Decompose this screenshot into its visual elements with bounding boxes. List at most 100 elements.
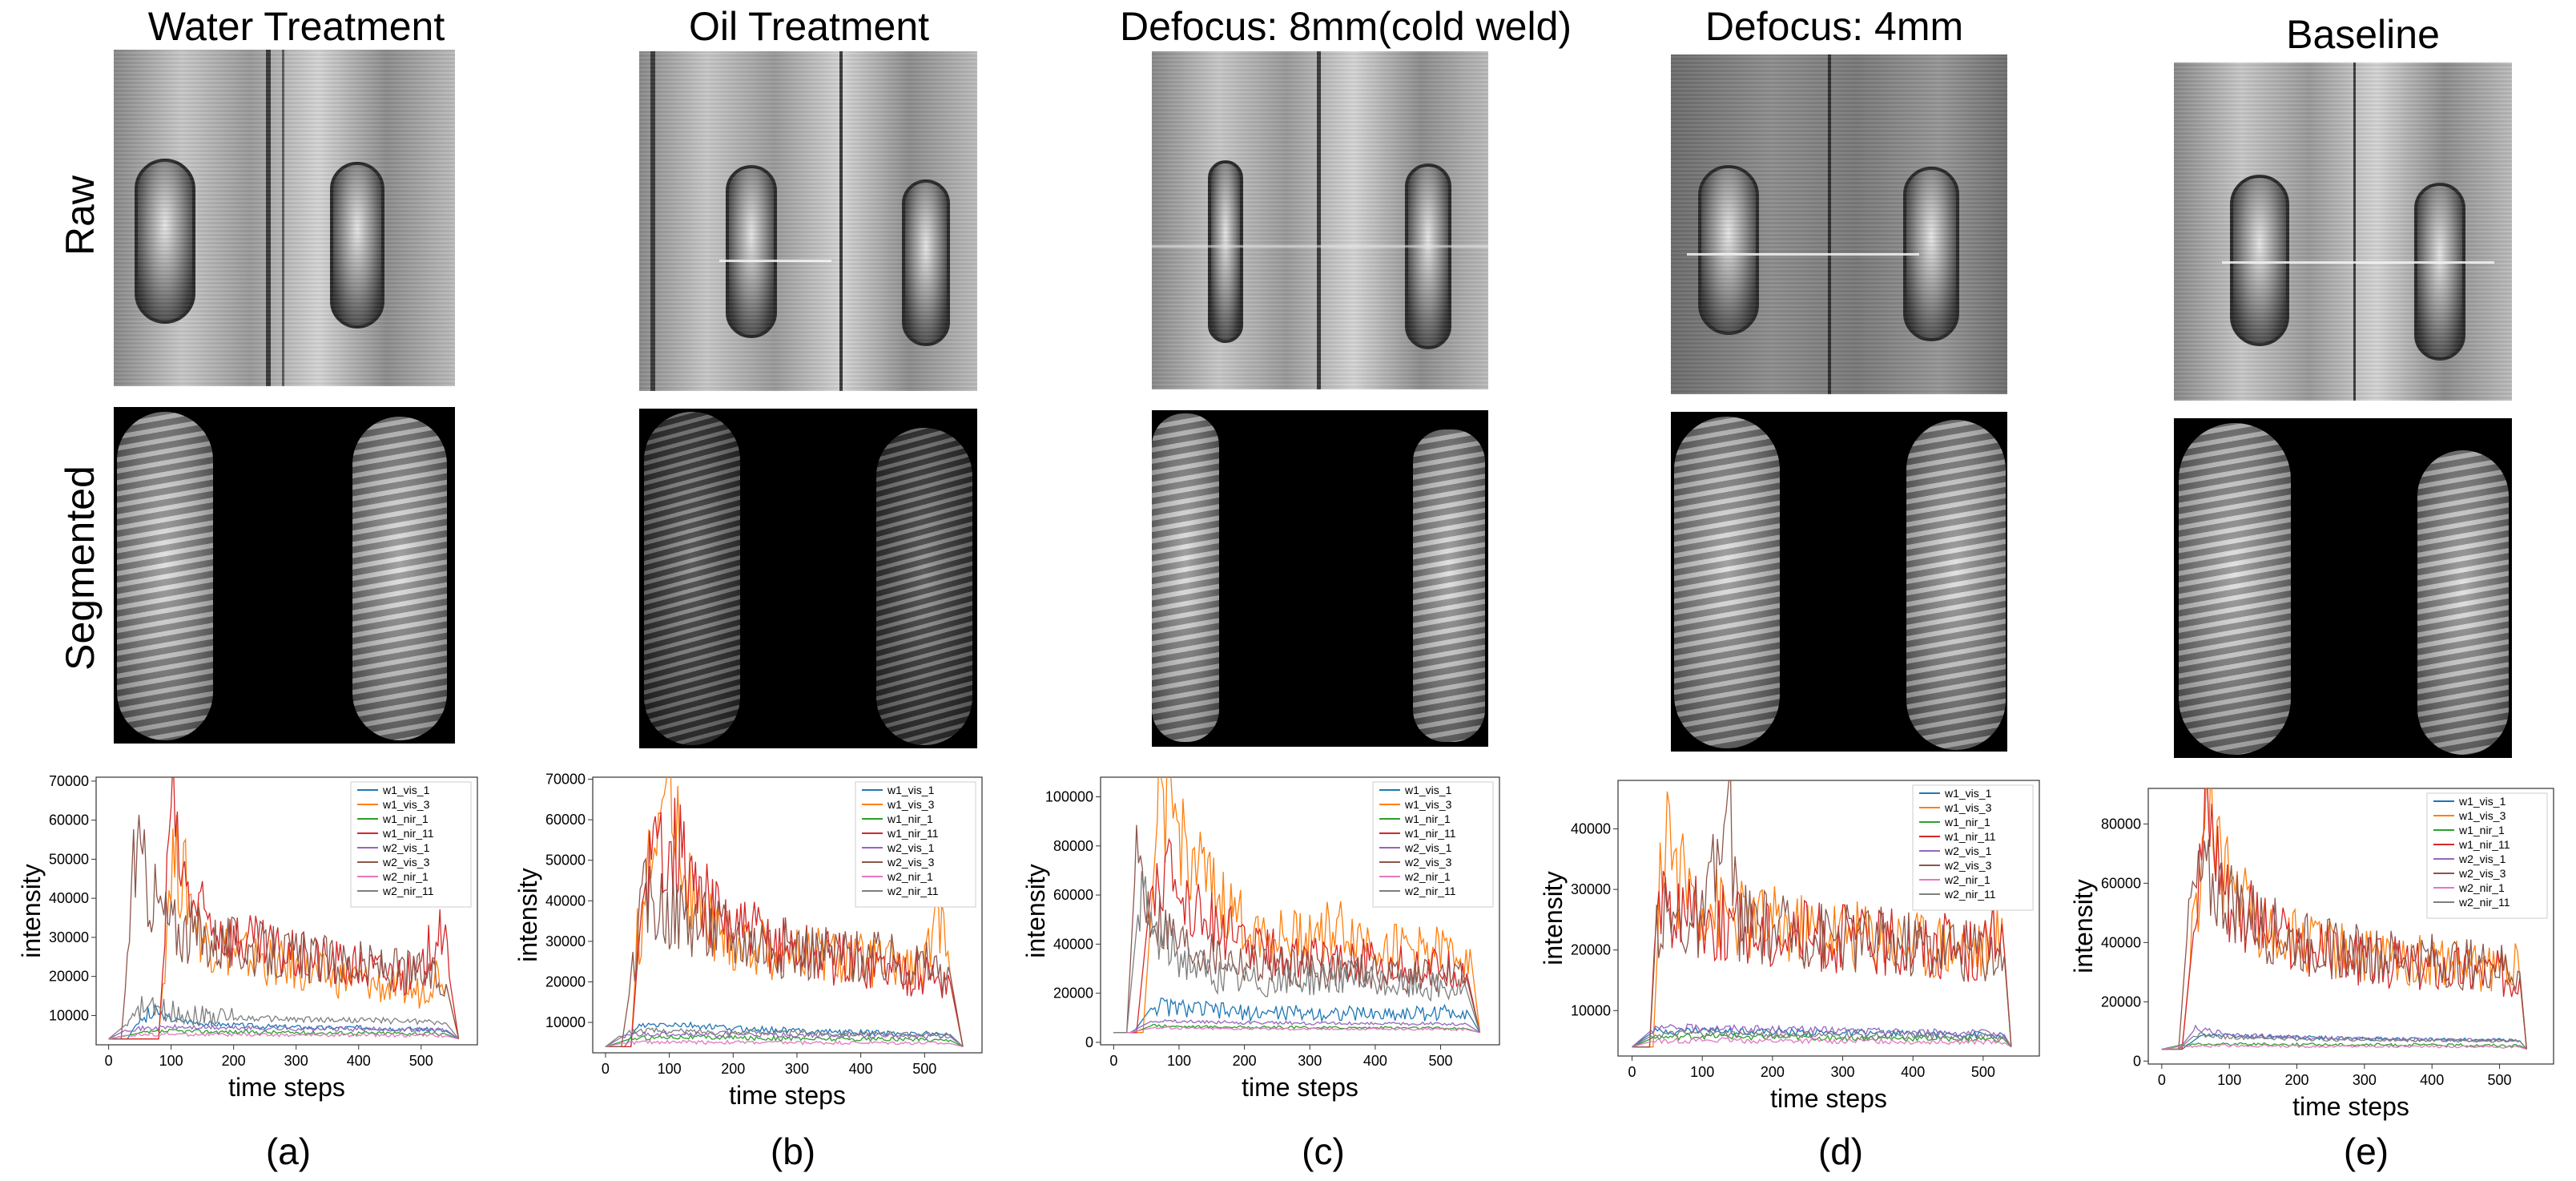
chart-baseline: 0 100 200 300 400 500 0 20000 40000 60000 80000 tim… [2068,780,2565,1125]
y-axis-label: intensity [1021,864,1050,957]
chart-svg: 0 100 200 300 400 500 10000 20000 30000 40000 5000… [513,772,983,1110]
legend-label: w2_nir_11 [1404,885,1456,897]
x-axis-label: time steps [2292,1092,2409,1121]
legend-label: w1_vis_1 [2458,795,2506,808]
y-tick-label: 60000 [545,812,586,828]
chart-defocus-4mm: 0 100 200 300 400 500 10000 20000 30000 40000 time… [1538,772,2051,1117]
y-tick-label: 80000 [2101,816,2141,832]
legend-label: w1_nir_11 [1404,827,1456,840]
legend-label: w2_nir_1 [1944,873,1990,886]
column-title-defocus-4mm: Defocus: 4mm [1705,4,1964,49]
caption-a: (a) [265,1131,312,1172]
column-title-oil-treatment: Oil Treatment [688,4,930,49]
x-tick-label: 0 [105,1053,113,1069]
y-tick-label: 30000 [545,933,586,949]
legend-label: w2_vis_3 [382,856,430,869]
x-tick-label: 200 [1761,1064,1785,1080]
series-line-w2_nir_11 [1632,1030,2012,1048]
legend-label: w2_vis_3 [1944,859,1992,872]
raw-image-defocus-8mm [1152,51,1488,389]
y-tick-label: 50000 [545,852,586,869]
legend-label: w1_nir_1 [1944,816,1990,828]
legend-label: w2_nir_1 [2458,881,2505,894]
x-tick-label: 0 [1109,1053,1117,1069]
y-tick-label: 10000 [49,1007,89,1023]
x-tick-label: 100 [1167,1053,1191,1069]
y-tick-label: 10000 [545,1014,586,1030]
chart-defocus-8mm: 0 100 200 300 400 500 0 20000 40000 60000 80000 100… [1020,769,1511,1106]
y-tick-label: 30000 [49,929,89,945]
series-line-w2_vis_1 [605,1030,964,1047]
legend-label: w2_vis_1 [1944,844,1992,857]
legend-box [350,781,472,908]
legend-label: w1_nir_11 [382,827,434,840]
legend-label: w1_vis_1 [382,784,430,796]
y-tick-label: 50000 [49,851,89,867]
y-tick-label: 60000 [49,812,89,828]
y-tick-label: 40000 [1053,936,1093,952]
legend-box [855,781,976,908]
legend-label: w1_nir_1 [1404,812,1451,825]
y-tick-label: 100000 [1045,789,1093,805]
legend-label: w1_vis_3 [2458,809,2506,822]
chart-svg: 0 100 200 300 400 500 10000 20000 30000 40000 time… [1539,780,2040,1113]
series-line-w2_vis_3 [2161,839,2527,1050]
raw-image-baseline [2174,62,2512,401]
raw-image-defocus-4mm [1671,54,2007,394]
column-title-baseline: Baseline [2286,12,2440,57]
series-group [605,777,964,1048]
y-tick-label: 80000 [1053,838,1093,854]
legend-label: w1_vis_3 [887,798,935,811]
legend-label: w2_nir_1 [1404,870,1451,883]
legend-label: w2_nir_1 [382,870,429,883]
segmented-image-oil [639,409,977,748]
x-tick-label: 100 [159,1053,183,1069]
series-line-w2_vis_3 [1113,824,1481,1034]
x-tick-label: 300 [785,1061,809,1077]
x-tick-label: 400 [849,1061,873,1077]
series-line-w1_nir_11 [1113,837,1481,1034]
series-line-w2_nir_1 [1632,1037,2012,1048]
row-label-segmented: Segmented [58,466,103,671]
y-tick-label: 60000 [1053,887,1093,903]
y-tick-label: 20000 [2101,994,2141,1010]
series-line-w2_nir_11 [1113,871,1481,1034]
series-line-w2_vis_3 [1632,780,2012,1048]
series-line-w2_nir_11 [605,1026,964,1047]
series-line-w2_nir_1 [1113,1026,1480,1034]
y-axis-label: intensity [17,864,46,957]
x-tick-label: 200 [1233,1053,1257,1069]
y-tick-label: 30000 [1571,881,1611,897]
x-tick-label: 0 [602,1061,610,1077]
x-tick-label: 500 [2488,1072,2512,1088]
legend-label: w2_vis_3 [2458,867,2506,880]
series-line-w2_nir_11 [108,996,460,1040]
legend-label: w2_nir_11 [2458,896,2510,909]
series-line-w1_nir_11 [108,777,460,1040]
y-tick-label: 20000 [1571,942,1611,958]
legend-label: w1_nir_1 [2458,824,2505,836]
series-line-w1_nir_1 [1632,1032,2012,1048]
x-tick-label: 500 [1429,1053,1453,1069]
chart-svg: 0 100 200 300 400 500 0 20000 40000 60000 80000 100… [1021,776,1500,1102]
segmented-image-defocus-8mm [1152,410,1488,747]
x-tick-label: 400 [1363,1053,1387,1069]
legend-box [2426,792,2548,919]
series-line-w1_vis_1 [605,1021,964,1048]
x-tick-label: 0 [2158,1072,2166,1088]
x-axis-label: time steps [729,1081,846,1110]
series-group [2161,788,2527,1050]
raw-image-water [114,50,455,386]
series-line-w1_vis_3 [1113,777,1481,1034]
x-tick-label: 400 [1901,1064,1925,1080]
series-line-w2_nir_11 [2161,1032,2527,1050]
series-line-w1_nir_1 [605,1034,964,1048]
legend-label: w2_vis_1 [2458,852,2506,865]
series-line-w2_nir_1 [2161,1043,2527,1050]
x-tick-label: 300 [2353,1072,2377,1088]
y-tick-label: 10000 [1571,1002,1611,1018]
y-tick-label: 40000 [2101,934,2141,950]
legend-box [1372,781,1494,908]
legend-label: w1_vis_1 [1404,784,1452,796]
series-line-w1_vis_1 [1113,998,1481,1034]
